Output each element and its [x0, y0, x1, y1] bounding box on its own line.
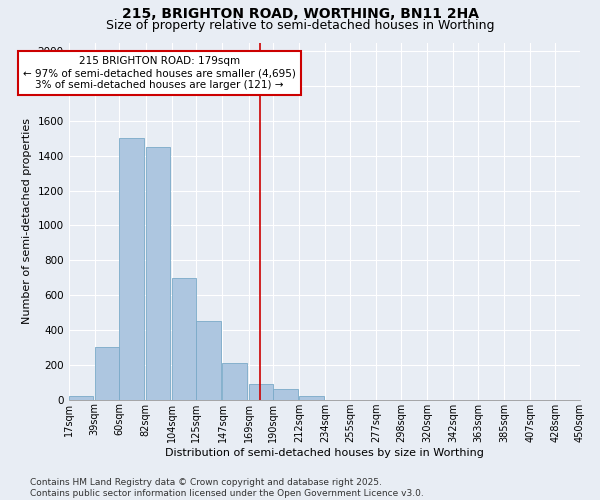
X-axis label: Distribution of semi-detached houses by size in Worthing: Distribution of semi-detached houses by …: [165, 448, 484, 458]
Bar: [68, 396, 94, 400]
Text: Contains HM Land Registry data © Crown copyright and database right 2025.
Contai: Contains HM Land Registry data © Crown c…: [30, 478, 424, 498]
Bar: [119, 138, 145, 400]
Text: Size of property relative to semi-detached houses in Worthing: Size of property relative to semi-detach…: [106, 19, 494, 32]
Bar: [223, 363, 247, 400]
Bar: [248, 384, 274, 400]
Text: 215 BRIGHTON ROAD: 179sqm
← 97% of semi-detached houses are smaller (4,695)
3% o: 215 BRIGHTON ROAD: 179sqm ← 97% of semi-…: [23, 56, 296, 90]
Y-axis label: Number of semi-detached properties: Number of semi-detached properties: [22, 118, 32, 324]
Bar: [146, 147, 170, 400]
Bar: [172, 278, 196, 400]
Bar: [299, 396, 324, 400]
Text: 215, BRIGHTON ROAD, WORTHING, BN11 2HA: 215, BRIGHTON ROAD, WORTHING, BN11 2HA: [121, 8, 479, 22]
Bar: [196, 322, 221, 400]
Bar: [274, 389, 298, 400]
Bar: [95, 348, 119, 400]
